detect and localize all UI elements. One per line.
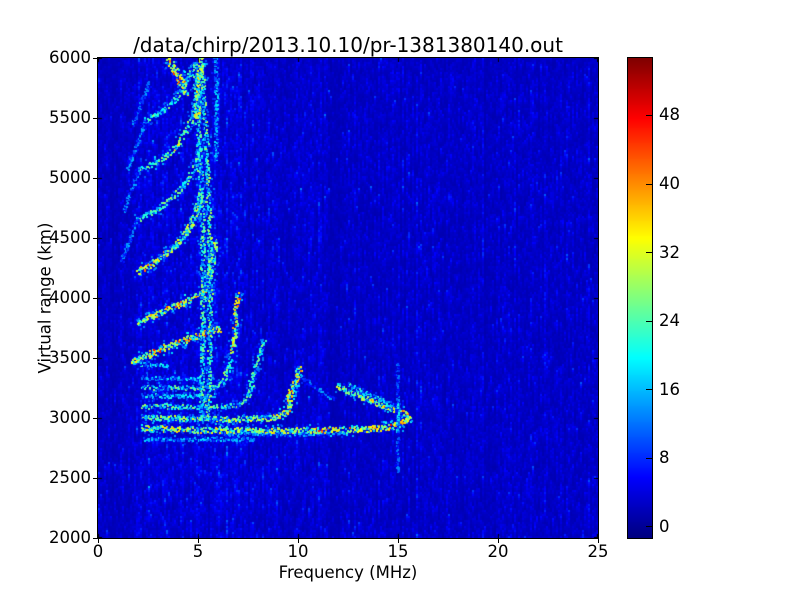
y-tick-label: 5500 bbox=[49, 108, 91, 127]
x-tick-mark bbox=[597, 539, 599, 543]
colorbar-tick-mark bbox=[646, 526, 652, 528]
colorbar-tick-label: 40 bbox=[659, 174, 680, 193]
y-tick-label: 4500 bbox=[49, 228, 91, 247]
colorbar-tick-label: 0 bbox=[659, 516, 670, 536]
plot-area bbox=[97, 57, 599, 539]
plot-title: /data/chirp/2013.10.10/pr-1381380140.out bbox=[133, 33, 563, 57]
y-tick-label: 2000 bbox=[49, 528, 91, 547]
x-tick-label: 25 bbox=[587, 542, 609, 561]
colorbar-tick-label: 8 bbox=[659, 448, 670, 468]
y-tick-mark bbox=[93, 177, 97, 179]
x-tick-mark bbox=[97, 539, 99, 543]
colorbar-tick-mark bbox=[646, 320, 652, 322]
y-tick-mark bbox=[93, 537, 97, 539]
colorbar-tick-mark bbox=[646, 389, 652, 391]
heatmap-canvas bbox=[98, 58, 598, 538]
y-tick-label: 3500 bbox=[49, 348, 91, 367]
colorbar-tick-mark bbox=[646, 183, 652, 185]
y-tick-mark bbox=[93, 117, 97, 119]
colorbar-tick-mark bbox=[646, 114, 652, 116]
x-tick-mark bbox=[297, 539, 299, 543]
y-tick-mark bbox=[93, 57, 97, 59]
colorbar-tick-mark bbox=[646, 457, 652, 459]
y-tick-label: 3000 bbox=[49, 408, 91, 427]
x-axis-label: Frequency (MHz) bbox=[278, 563, 418, 582]
colorbar-tick-label: 16 bbox=[659, 379, 680, 399]
colorbar-canvas bbox=[628, 58, 652, 538]
x-tick-mark bbox=[397, 539, 399, 543]
colorbar bbox=[627, 57, 653, 539]
x-tick-mark bbox=[197, 539, 199, 543]
colorbar-tick-label: 24 bbox=[659, 311, 680, 331]
x-tick-label: 0 bbox=[92, 542, 104, 561]
y-tick-mark bbox=[93, 297, 97, 299]
y-tick-mark bbox=[93, 357, 97, 359]
colorbar-tick-label: 48 bbox=[659, 105, 680, 125]
y-tick-mark bbox=[93, 477, 97, 479]
y-tick-label: 4000 bbox=[49, 288, 91, 307]
x-tick-label: 5 bbox=[192, 542, 204, 561]
x-tick-label: 10 bbox=[287, 542, 309, 561]
y-tick-mark bbox=[93, 417, 97, 419]
colorbar-tick-label: 32 bbox=[659, 242, 680, 262]
y-tick-label: 6000 bbox=[49, 48, 91, 67]
y-tick-label: 5000 bbox=[49, 168, 91, 187]
colorbar-tick-mark bbox=[646, 252, 652, 254]
x-tick-mark bbox=[497, 539, 499, 543]
y-tick-mark bbox=[93, 237, 97, 239]
x-tick-label: 15 bbox=[387, 542, 409, 561]
x-tick-label: 20 bbox=[487, 542, 509, 561]
y-tick-label: 2500 bbox=[49, 468, 91, 487]
